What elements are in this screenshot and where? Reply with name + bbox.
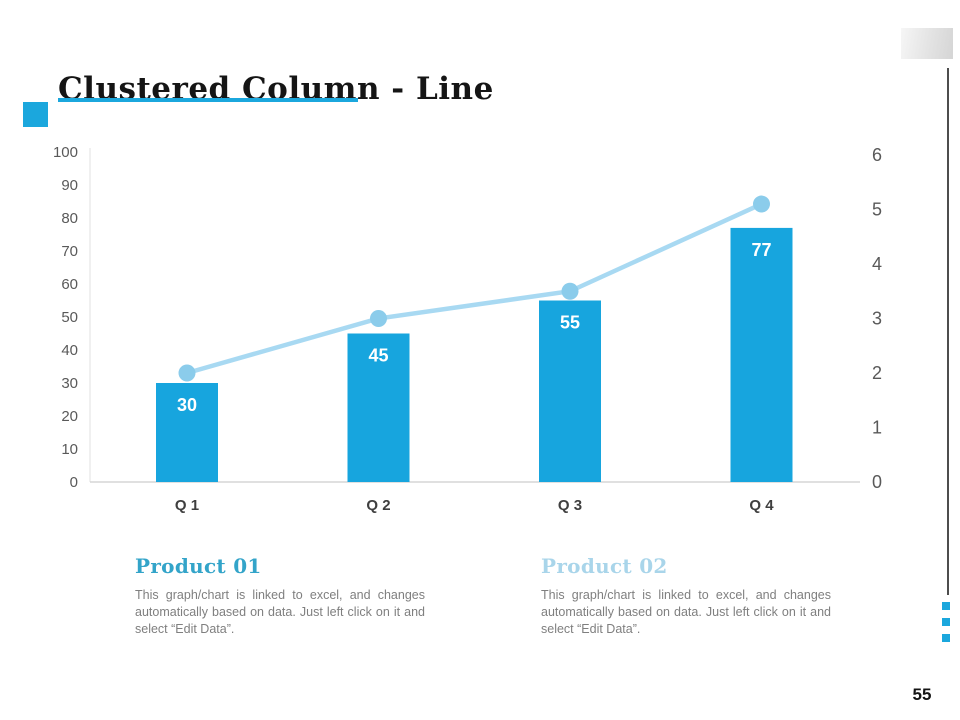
product-02-description: This graph/chart is linked to excel, and… xyxy=(541,588,831,636)
right-axis-tick: 1 xyxy=(872,418,882,438)
left-axis-tick: 80 xyxy=(61,210,78,227)
dot-icon xyxy=(942,634,950,642)
left-axis-tick: 100 xyxy=(53,144,78,161)
line-marker xyxy=(561,282,579,300)
bar-q2 xyxy=(347,333,410,482)
title-underline xyxy=(58,98,358,102)
category-label: Q 1 xyxy=(175,497,199,514)
left-axis-tick: 50 xyxy=(61,309,78,326)
left-axis-tick: 40 xyxy=(61,342,78,359)
dots-decoration xyxy=(942,602,950,650)
dot-icon xyxy=(942,602,950,610)
right-axis-tick: 5 xyxy=(872,200,882,220)
left-axis-tick: 90 xyxy=(61,177,78,194)
product-01-heading: Product 01 xyxy=(135,554,262,578)
corner-decoration xyxy=(901,28,953,59)
right-axis-tick: 3 xyxy=(872,309,882,329)
product-01-description: This graph/chart is linked to excel, and… xyxy=(135,588,425,636)
dot-icon xyxy=(942,618,950,626)
category-label: Q 3 xyxy=(558,497,582,514)
bar-value-label: 45 xyxy=(368,346,388,366)
product-01-block: Product 01 This graph/chart is linked to… xyxy=(135,554,435,638)
left-axis-tick: 20 xyxy=(61,408,78,425)
accent-square xyxy=(23,102,48,127)
left-axis-tick: 30 xyxy=(61,375,78,392)
line-marker xyxy=(753,195,770,213)
line-series xyxy=(184,201,764,376)
bar-value-label: 30 xyxy=(177,395,197,415)
right-vertical-rule xyxy=(947,68,949,595)
bar-value-label: 55 xyxy=(560,313,580,333)
page-number: 55 xyxy=(912,685,932,704)
left-axis-tick: 60 xyxy=(61,276,78,293)
right-axis-tick: 0 xyxy=(872,472,882,492)
line-marker xyxy=(178,364,196,382)
category-label: Q 4 xyxy=(749,497,774,514)
bar-q3 xyxy=(539,300,601,482)
bar-q1 xyxy=(156,383,218,482)
bar-q4 xyxy=(730,227,793,482)
right-axis-tick: 4 xyxy=(872,254,882,274)
category-label: Q 2 xyxy=(366,497,390,514)
product-02-block: Product 02 This graph/chart is linked to… xyxy=(541,554,841,638)
line-marker xyxy=(370,310,387,327)
left-axis-tick: 0 xyxy=(70,474,78,491)
left-axis-tick: 70 xyxy=(61,243,78,260)
bar-value-label: 77 xyxy=(751,240,771,260)
right-axis-tick: 6 xyxy=(872,145,882,165)
product-02-heading: Product 02 xyxy=(541,554,668,578)
left-axis-tick: 10 xyxy=(61,441,78,458)
right-axis-tick: 2 xyxy=(872,363,882,383)
